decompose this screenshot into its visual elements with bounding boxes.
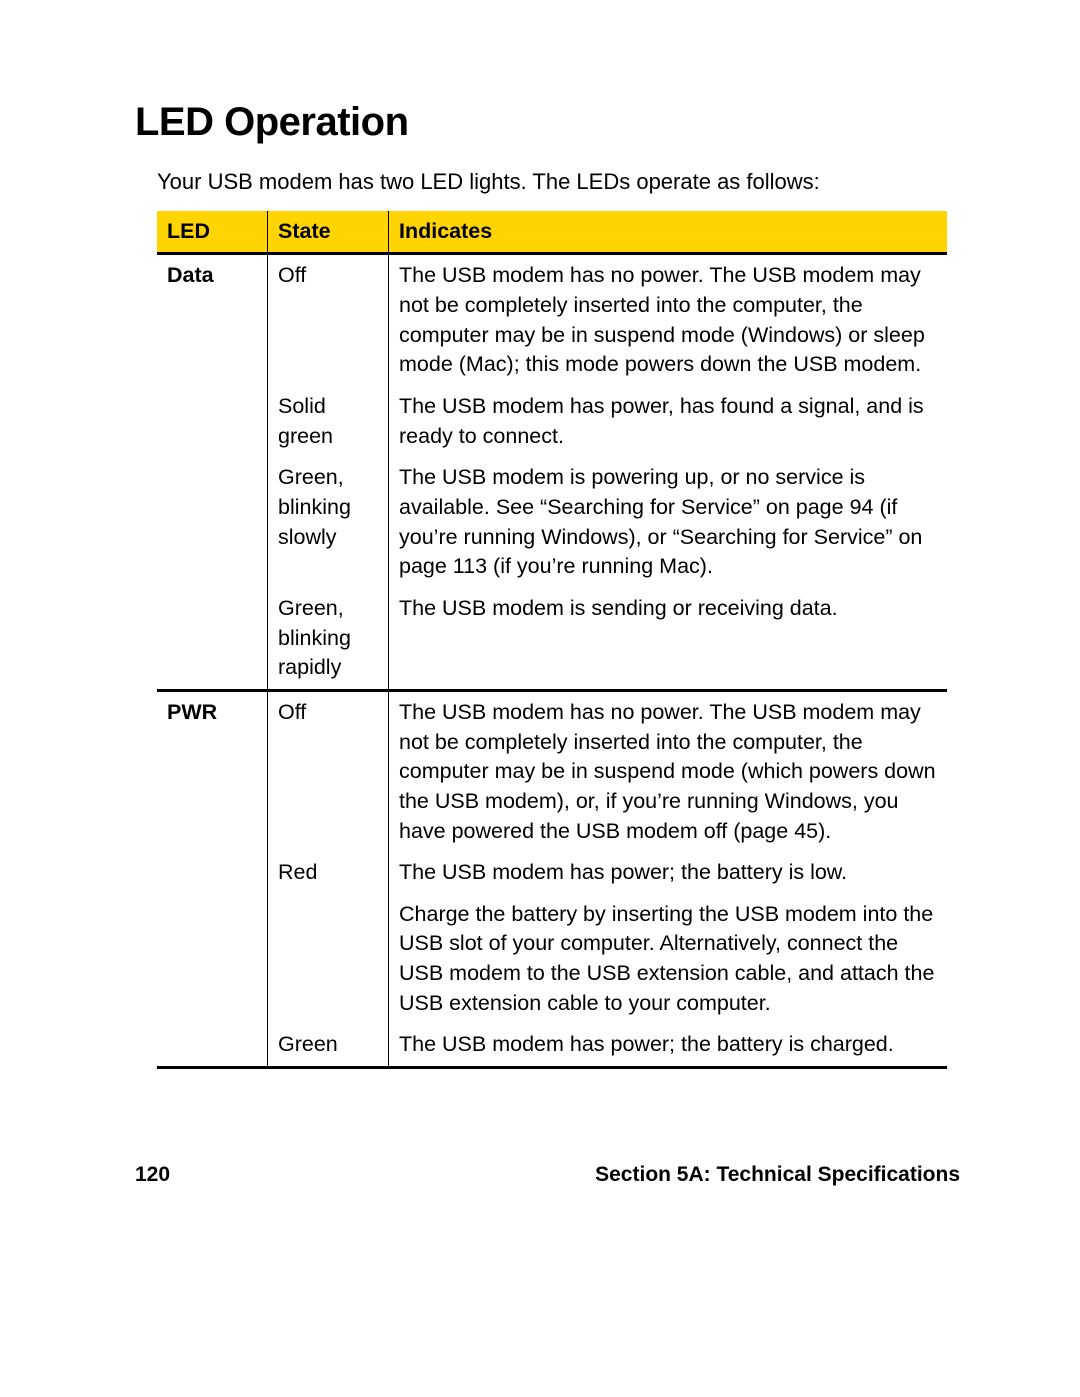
table-row: Green, blinking slowly The USB modem is … [157,457,947,588]
led-indicates: The USB modem has no power. The USB mode… [389,254,948,386]
led-table: LED State Indicates Data Off The USB mod… [157,211,947,1069]
led-indicates: The USB modem is powering up, or no serv… [389,457,948,588]
led-state [268,894,389,1025]
led-name-empty [157,894,268,1025]
page-number: 120 [135,1163,170,1187]
led-name: PWR [157,690,268,852]
led-name-empty [157,852,268,894]
led-state: Solid green [268,386,389,457]
led-state: Red [268,852,389,894]
led-name-empty [157,386,268,457]
led-indicates: The USB modem is sending or receiving da… [389,588,948,690]
table-row: PWR Off The USB modem has no power. The … [157,690,947,852]
led-state: Green [268,1024,389,1067]
section-label: Section 5A: Technical Specifications [595,1163,960,1187]
document-page: LED Operation Your USB modem has two LED… [0,0,1080,1397]
col-header-indicates: Indicates [389,211,948,254]
led-indicates: The USB modem has power; the battery is … [389,1024,948,1067]
page-footer: 120 Section 5A: Technical Specifications [135,1163,960,1187]
table-row: Green The USB modem has power; the batte… [157,1024,947,1067]
led-indicates: The USB modem has power, has found a sig… [389,386,948,457]
led-indicates: The USB modem has no power. The USB mode… [389,690,948,852]
col-header-led: LED [157,211,268,254]
table-row: Charge the battery by inserting the USB … [157,894,947,1025]
led-name-empty [157,1024,268,1067]
col-header-state: State [268,211,389,254]
led-indicates: The USB modem has power; the battery is … [389,852,948,894]
table-row: Green, blinking rapidly The USB modem is… [157,588,947,690]
led-indicates: Charge the battery by inserting the USB … [389,894,948,1025]
table-header-row: LED State Indicates [157,211,947,254]
table-row: Data Off The USB modem has no power. The… [157,254,947,386]
table-row: Solid green The USB modem has power, has… [157,386,947,457]
led-state: Off [268,690,389,852]
led-name-empty [157,457,268,588]
led-name-empty [157,588,268,690]
led-name: Data [157,254,268,386]
intro-text: Your USB modem has two LED lights. The L… [157,167,960,197]
led-state: Green, blinking slowly [268,457,389,588]
led-state: Off [268,254,389,386]
table-row: Red The USB modem has power; the battery… [157,852,947,894]
page-title: LED Operation [135,100,960,145]
led-state: Green, blinking rapidly [268,588,389,690]
